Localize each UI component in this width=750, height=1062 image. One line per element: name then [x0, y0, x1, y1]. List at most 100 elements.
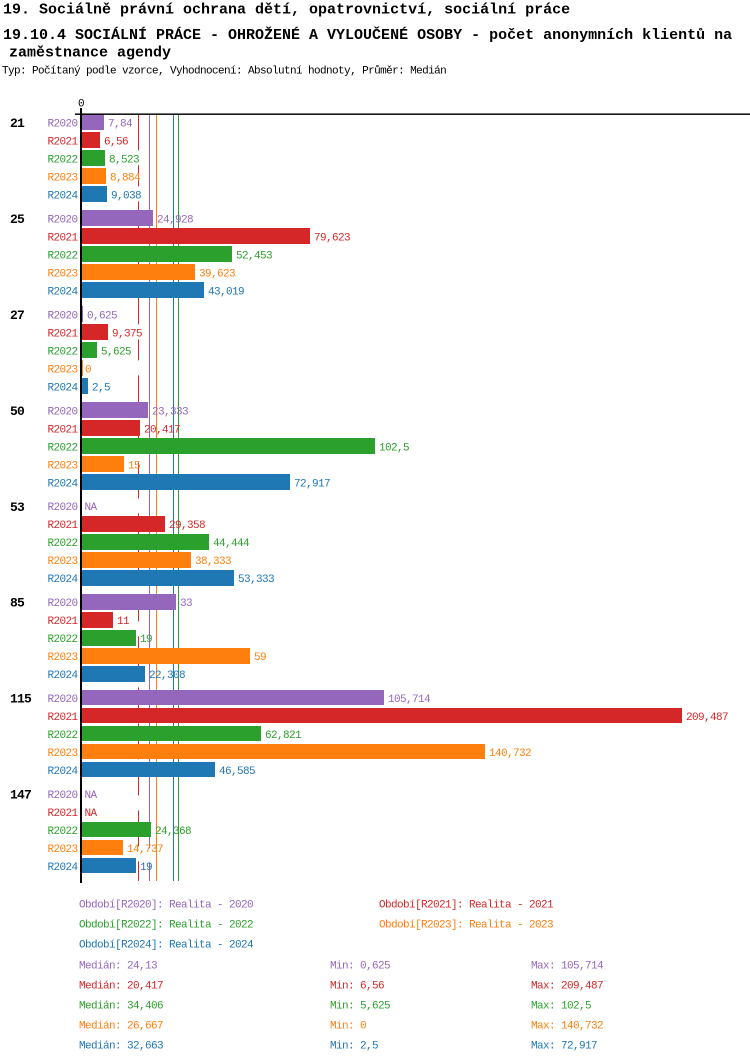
svg-text:Min: 6,56: Min: 6,56 [330, 981, 384, 993]
svg-text:R2024: R2024 [47, 478, 78, 490]
svg-text:R2020: R2020 [47, 598, 77, 610]
svg-text:25: 25 [10, 212, 25, 227]
svg-text:53,333: 53,333 [238, 574, 274, 586]
svg-text:R2024: R2024 [47, 191, 78, 203]
svg-text:20,417: 20,417 [144, 424, 180, 436]
svg-text:NA: NA [85, 808, 98, 820]
svg-text:R2022: R2022 [47, 155, 77, 167]
svg-text:33: 33 [180, 598, 192, 610]
svg-text:R2022: R2022 [47, 346, 77, 358]
svg-text:209,487: 209,487 [686, 712, 728, 724]
svg-text:0: 0 [78, 99, 84, 111]
svg-text:59: 59 [254, 652, 266, 664]
svg-text:38,333: 38,333 [195, 556, 231, 568]
svg-text:NA: NA [85, 502, 98, 514]
svg-text:44,444: 44,444 [213, 538, 250, 550]
svg-text:R2020: R2020 [47, 406, 77, 418]
svg-text:R2020: R2020 [47, 119, 77, 131]
svg-text:0: 0 [85, 364, 91, 376]
svg-text:R2023: R2023 [47, 364, 77, 376]
svg-text:Období[R2022]: Realita - 2022: Období[R2022]: Realita - 2022 [79, 920, 253, 932]
svg-text:Min: 0,625: Min: 0,625 [330, 961, 390, 973]
svg-text:R2024: R2024 [47, 670, 78, 682]
svg-text:R2020: R2020 [47, 215, 77, 227]
svg-text:2,5: 2,5 [92, 382, 110, 394]
svg-text:R2023: R2023 [47, 460, 77, 472]
svg-text:NA: NA [85, 790, 98, 802]
svg-text:102,5: 102,5 [379, 442, 409, 454]
svg-text:19.10.4 SOCIÁLNÍ PRÁCE - OHROŽ: 19.10.4 SOCIÁLNÍ PRÁCE - OHROŽENÉ A VYLO… [3, 26, 732, 44]
svg-text:R2022: R2022 [47, 730, 77, 742]
svg-text:R2022: R2022 [47, 538, 77, 550]
svg-text:R2021: R2021 [47, 137, 78, 149]
svg-text:R2021: R2021 [47, 520, 78, 532]
svg-text:147: 147 [10, 788, 31, 803]
svg-text:R2023: R2023 [47, 173, 77, 185]
svg-text:R2024: R2024 [47, 766, 78, 778]
svg-text:R2023: R2023 [47, 652, 77, 664]
svg-text:R2024: R2024 [47, 382, 78, 394]
svg-text:Období[R2021]: Realita - 2021: Období[R2021]: Realita - 2021 [379, 900, 554, 912]
svg-text:24,368: 24,368 [155, 826, 191, 838]
svg-text:Medián: 26,667: Medián: 26,667 [79, 1021, 163, 1033]
svg-text:19. Sociálně právní ochrana dě: 19. Sociálně právní ochrana dětí, opatro… [3, 1, 570, 18]
svg-text:Min: 5,625: Min: 5,625 [330, 1001, 390, 1013]
svg-text:9,375: 9,375 [112, 328, 142, 340]
svg-text:R2020: R2020 [47, 694, 77, 706]
svg-text:R2021: R2021 [47, 233, 78, 245]
svg-text:R2020: R2020 [47, 790, 77, 802]
svg-text:R2024: R2024 [47, 862, 78, 874]
svg-text:85: 85 [10, 596, 25, 611]
svg-text:15: 15 [128, 460, 140, 472]
svg-text:24,928: 24,928 [157, 215, 193, 227]
svg-text:43,019: 43,019 [208, 287, 244, 299]
svg-text:R2022: R2022 [47, 826, 77, 838]
svg-text:Min: 2,5: Min: 2,5 [330, 1041, 378, 1053]
svg-text:115: 115 [10, 692, 32, 707]
svg-text:23,333: 23,333 [152, 406, 188, 418]
svg-text:R2023: R2023 [47, 844, 77, 856]
svg-text:53: 53 [10, 500, 25, 515]
svg-text:R2021: R2021 [47, 712, 78, 724]
svg-text:R2023: R2023 [47, 269, 77, 281]
svg-text:52,453: 52,453 [236, 251, 272, 263]
svg-text:8,884: 8,884 [110, 173, 141, 185]
svg-text:27: 27 [10, 308, 24, 323]
svg-text:19: 19 [140, 634, 152, 646]
svg-text:11: 11 [117, 616, 130, 628]
svg-text:Max: 209,487: Max: 209,487 [531, 981, 603, 993]
svg-text:0,625: 0,625 [87, 310, 117, 322]
svg-text:Medián: 24,13: Medián: 24,13 [79, 961, 157, 973]
svg-text:39,623: 39,623 [199, 269, 235, 281]
svg-text:R2022: R2022 [47, 442, 77, 454]
svg-text:R2021: R2021 [47, 424, 78, 436]
svg-text:Max: 105,714: Max: 105,714 [531, 961, 604, 973]
svg-text:8,523: 8,523 [109, 155, 139, 167]
svg-text:46,585: 46,585 [219, 766, 255, 778]
svg-text:R2023: R2023 [47, 748, 77, 760]
svg-text:Max: 102,5: Max: 102,5 [531, 1001, 591, 1013]
svg-text:zaměstnance agendy: zaměstnance agendy [9, 45, 171, 62]
svg-text:R2024: R2024 [47, 287, 78, 299]
svg-text:Období[R2024]: Realita - 2024: Období[R2024]: Realita - 2024 [79, 940, 254, 952]
svg-text:R2022: R2022 [47, 251, 77, 263]
svg-text:Typ: Počítaný podle vzorce, Vy: Typ: Počítaný podle vzorce, Vyhodnocení:… [2, 65, 446, 78]
svg-text:Období[R2023]: Realita - 2023: Období[R2023]: Realita - 2023 [379, 920, 553, 932]
svg-text:21: 21 [10, 116, 25, 131]
svg-text:R2022: R2022 [47, 634, 77, 646]
svg-text:72,917: 72,917 [294, 478, 330, 490]
svg-text:5,625: 5,625 [101, 346, 131, 358]
svg-text:19: 19 [140, 862, 152, 874]
svg-text:50: 50 [10, 404, 25, 419]
svg-text:22,308: 22,308 [149, 670, 185, 682]
svg-text:R2021: R2021 [47, 328, 78, 340]
svg-text:Min: 0: Min: 0 [330, 1021, 366, 1033]
svg-text:6,56: 6,56 [104, 137, 128, 149]
svg-text:R2024: R2024 [47, 574, 78, 586]
svg-text:Medián: 34,406: Medián: 34,406 [79, 1001, 163, 1013]
svg-text:Období[R2020]: Realita - 2020: Období[R2020]: Realita - 2020 [79, 900, 253, 912]
svg-text:R2020: R2020 [47, 310, 77, 322]
svg-text:105,714: 105,714 [388, 694, 431, 706]
svg-text:29,358: 29,358 [169, 520, 205, 532]
svg-text:Medián: 20,417: Medián: 20,417 [79, 981, 163, 993]
